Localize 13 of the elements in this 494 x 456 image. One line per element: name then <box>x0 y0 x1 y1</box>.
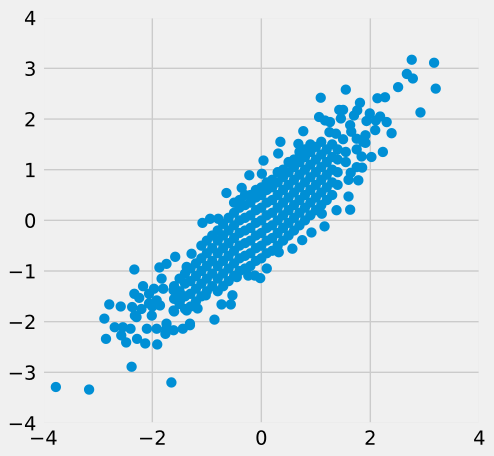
y-tick-label: −1 <box>10 264 35 278</box>
y-tick-label: 3 <box>25 61 35 76</box>
y-tick-label: −2 <box>10 314 34 330</box>
x-tick-label: −2 <box>140 430 165 445</box>
y-tick-label: 2 <box>25 112 34 126</box>
x-tick-label: 0 <box>256 430 266 445</box>
y-tick-label: 0 <box>25 213 36 228</box>
y-tick-label: 1 <box>26 162 35 178</box>
y-tick-label: −3 <box>10 365 35 380</box>
x-tick-label: 2 <box>366 430 375 445</box>
x-tick-label: 4 <box>474 430 484 445</box>
y-tick-label: 4 <box>24 10 36 26</box>
y-tick-label: −4 <box>10 416 36 430</box>
